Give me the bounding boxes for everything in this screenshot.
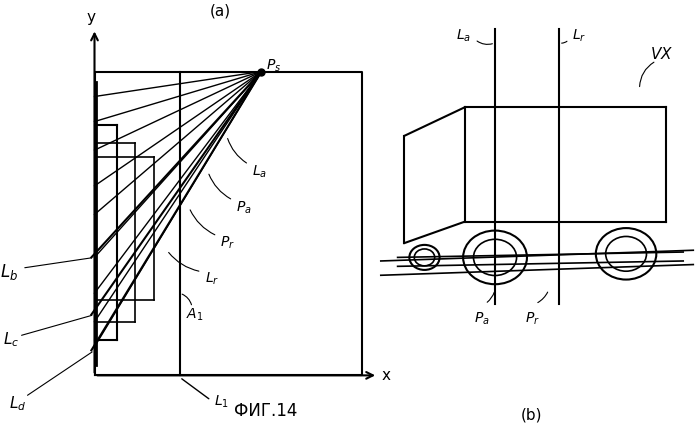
Text: $L_1$: $L_1$ bbox=[214, 394, 229, 411]
Text: $L_a$: $L_a$ bbox=[252, 163, 267, 180]
Text: $VX$: $VX$ bbox=[650, 45, 673, 62]
Text: $L_b$: $L_b$ bbox=[0, 262, 18, 282]
Text: x: x bbox=[381, 368, 390, 383]
Text: $L_r$: $L_r$ bbox=[204, 271, 219, 287]
Text: ФИГ.14: ФИГ.14 bbox=[234, 402, 298, 420]
Text: y: y bbox=[87, 10, 96, 25]
Text: (a): (a) bbox=[210, 3, 231, 18]
Text: $P_a$: $P_a$ bbox=[474, 311, 489, 327]
Text: $A_1$: $A_1$ bbox=[186, 306, 203, 323]
Text: $L_r$: $L_r$ bbox=[573, 27, 587, 44]
Text: $P_r$: $P_r$ bbox=[220, 235, 235, 251]
Text: $L_a$: $L_a$ bbox=[456, 27, 472, 44]
Text: $P_s$: $P_s$ bbox=[266, 57, 281, 74]
Text: $P_a$: $P_a$ bbox=[237, 199, 252, 215]
Text: $P_r$: $P_r$ bbox=[524, 311, 540, 327]
Text: (b): (b) bbox=[522, 407, 542, 422]
Text: $L_d$: $L_d$ bbox=[10, 395, 27, 413]
Text: $L_c$: $L_c$ bbox=[4, 330, 20, 349]
